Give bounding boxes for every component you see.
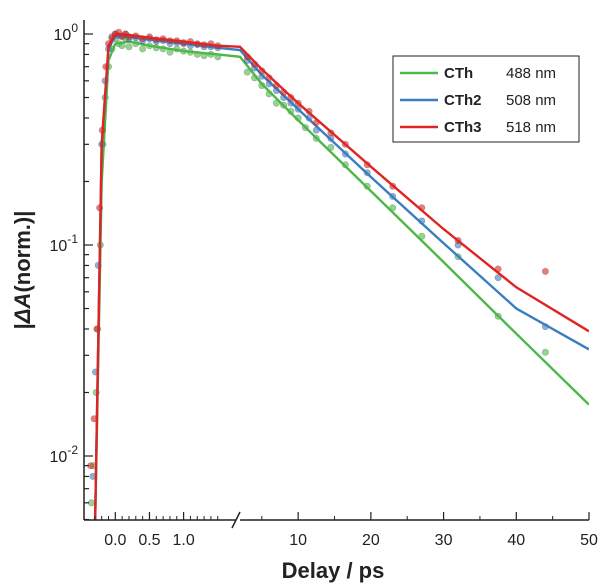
y-tick-label: 100 xyxy=(54,21,79,44)
series-cth3 xyxy=(87,28,589,520)
data-point-cth3-late-17 xyxy=(541,267,549,275)
y-axis-title-prefix: | xyxy=(10,323,35,329)
data-point-cth2-late-16 xyxy=(494,274,502,282)
x-tick-label: 20 xyxy=(362,532,380,549)
x-tick-label: 0.0 xyxy=(104,532,126,549)
x-tick-label: 30 xyxy=(435,532,453,549)
x-axis-title: Delay / ps xyxy=(282,558,385,583)
legend-wavelength-cth: 488 nm xyxy=(506,65,556,82)
legend-label-cth: CTh xyxy=(444,65,473,82)
fit-line-cth3 xyxy=(93,32,589,520)
legend-wavelength-cth3: 518 nm xyxy=(506,119,556,136)
x-ticks: 0.0 0.5 1.0 10 20 30 40 50 xyxy=(94,512,598,549)
y-tick-label: 10-1 xyxy=(50,232,79,255)
x-tick-label: 0.5 xyxy=(138,532,160,549)
y-ticks: 100 10-1 10-2 xyxy=(50,21,93,521)
legend-label-cth2: CTh2 xyxy=(444,92,482,109)
y-tick-label: 10-2 xyxy=(50,443,79,466)
y-axis-title-italic: ΔA xyxy=(10,293,35,325)
x-tick-label: 40 xyxy=(507,532,525,549)
legend-wavelength-cth2: 508 nm xyxy=(506,92,556,109)
x-tick-label: 50 xyxy=(580,532,598,549)
axis-break-marker xyxy=(231,511,241,529)
data-point-cth-early-13 xyxy=(125,43,133,51)
legend: CTh 488 nm CTh2 508 nm CTh3 518 nm xyxy=(392,55,580,143)
data-point-cth-late-17 xyxy=(541,348,549,356)
series-layer xyxy=(87,28,589,520)
y-axis-title: |ΔA(norm.)| xyxy=(10,211,35,330)
fit-line-cth xyxy=(93,40,589,520)
x-tick-label: 10 xyxy=(289,532,307,549)
y-axis-title-suffix: (norm.)| xyxy=(10,211,35,293)
data-point-cth-early-0 xyxy=(87,499,95,507)
x-tick-label: 1.0 xyxy=(172,532,194,549)
data-point-cth-late-0 xyxy=(243,68,251,76)
legend-label-cth3: CTh3 xyxy=(444,119,482,136)
data-point-cth-early-15 xyxy=(139,45,147,53)
